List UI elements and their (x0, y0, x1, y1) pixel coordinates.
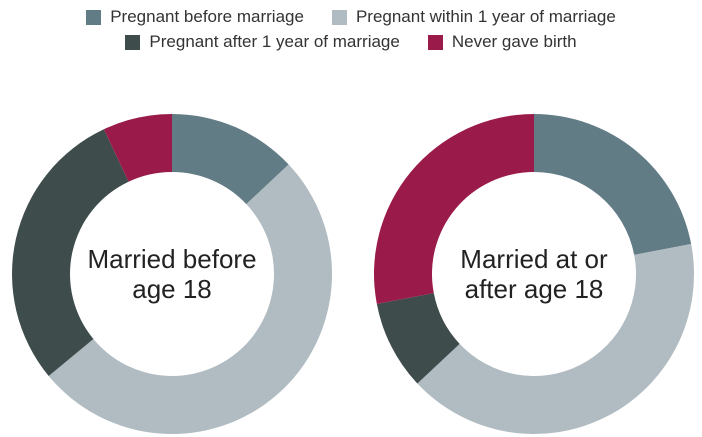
legend-swatch-pregnant-before-marriage (86, 9, 102, 25)
legend-item-pregnant-before-marriage: Pregnant before marriage (86, 7, 304, 27)
legend-row-2: Pregnant after 1 year of marriage Never … (0, 32, 702, 52)
legend-swatch-pregnant-after-1-year (125, 34, 141, 50)
legend-label: Never gave birth (451, 32, 577, 51)
donut-center-label-2-line-1: Married at or (460, 244, 608, 274)
donut-center-label-2-line-2: after age 18 (465, 274, 604, 304)
donut-center-label-1-line-2: age 18 (132, 274, 212, 304)
legend-swatch-never-gave-birth (427, 34, 443, 50)
legend-swatch-pregnant-within-1-year (331, 9, 347, 25)
legend-item-pregnant-after-1-year: Pregnant after 1 year of marriage (125, 32, 400, 52)
legend-row-1: Pregnant before marriage Pregnant within… (0, 7, 702, 27)
legend-item-pregnant-within-1-year: Pregnant within 1 year of marriage (331, 7, 616, 27)
legend-label: Pregnant before marriage (110, 7, 304, 26)
donut-slice-2-4 (374, 114, 534, 304)
donut-center-label-1-line-1: Married before (87, 244, 256, 274)
donut-slice-1-1 (172, 114, 289, 205)
legend-label: Pregnant after 1 year of marriage (149, 32, 400, 51)
donut-slice-1-2 (48, 164, 333, 435)
donut-slice-2-3 (376, 293, 460, 384)
donut-slice-1-3 (12, 129, 129, 376)
legend-item-never-gave-birth: Never gave birth (427, 32, 577, 52)
donut-slice-1-4 (103, 114, 172, 182)
donut-slice-2-1 (534, 114, 692, 255)
donut-slice-2-2 (417, 244, 694, 435)
legend-label: Pregnant within 1 year of marriage (355, 7, 616, 26)
